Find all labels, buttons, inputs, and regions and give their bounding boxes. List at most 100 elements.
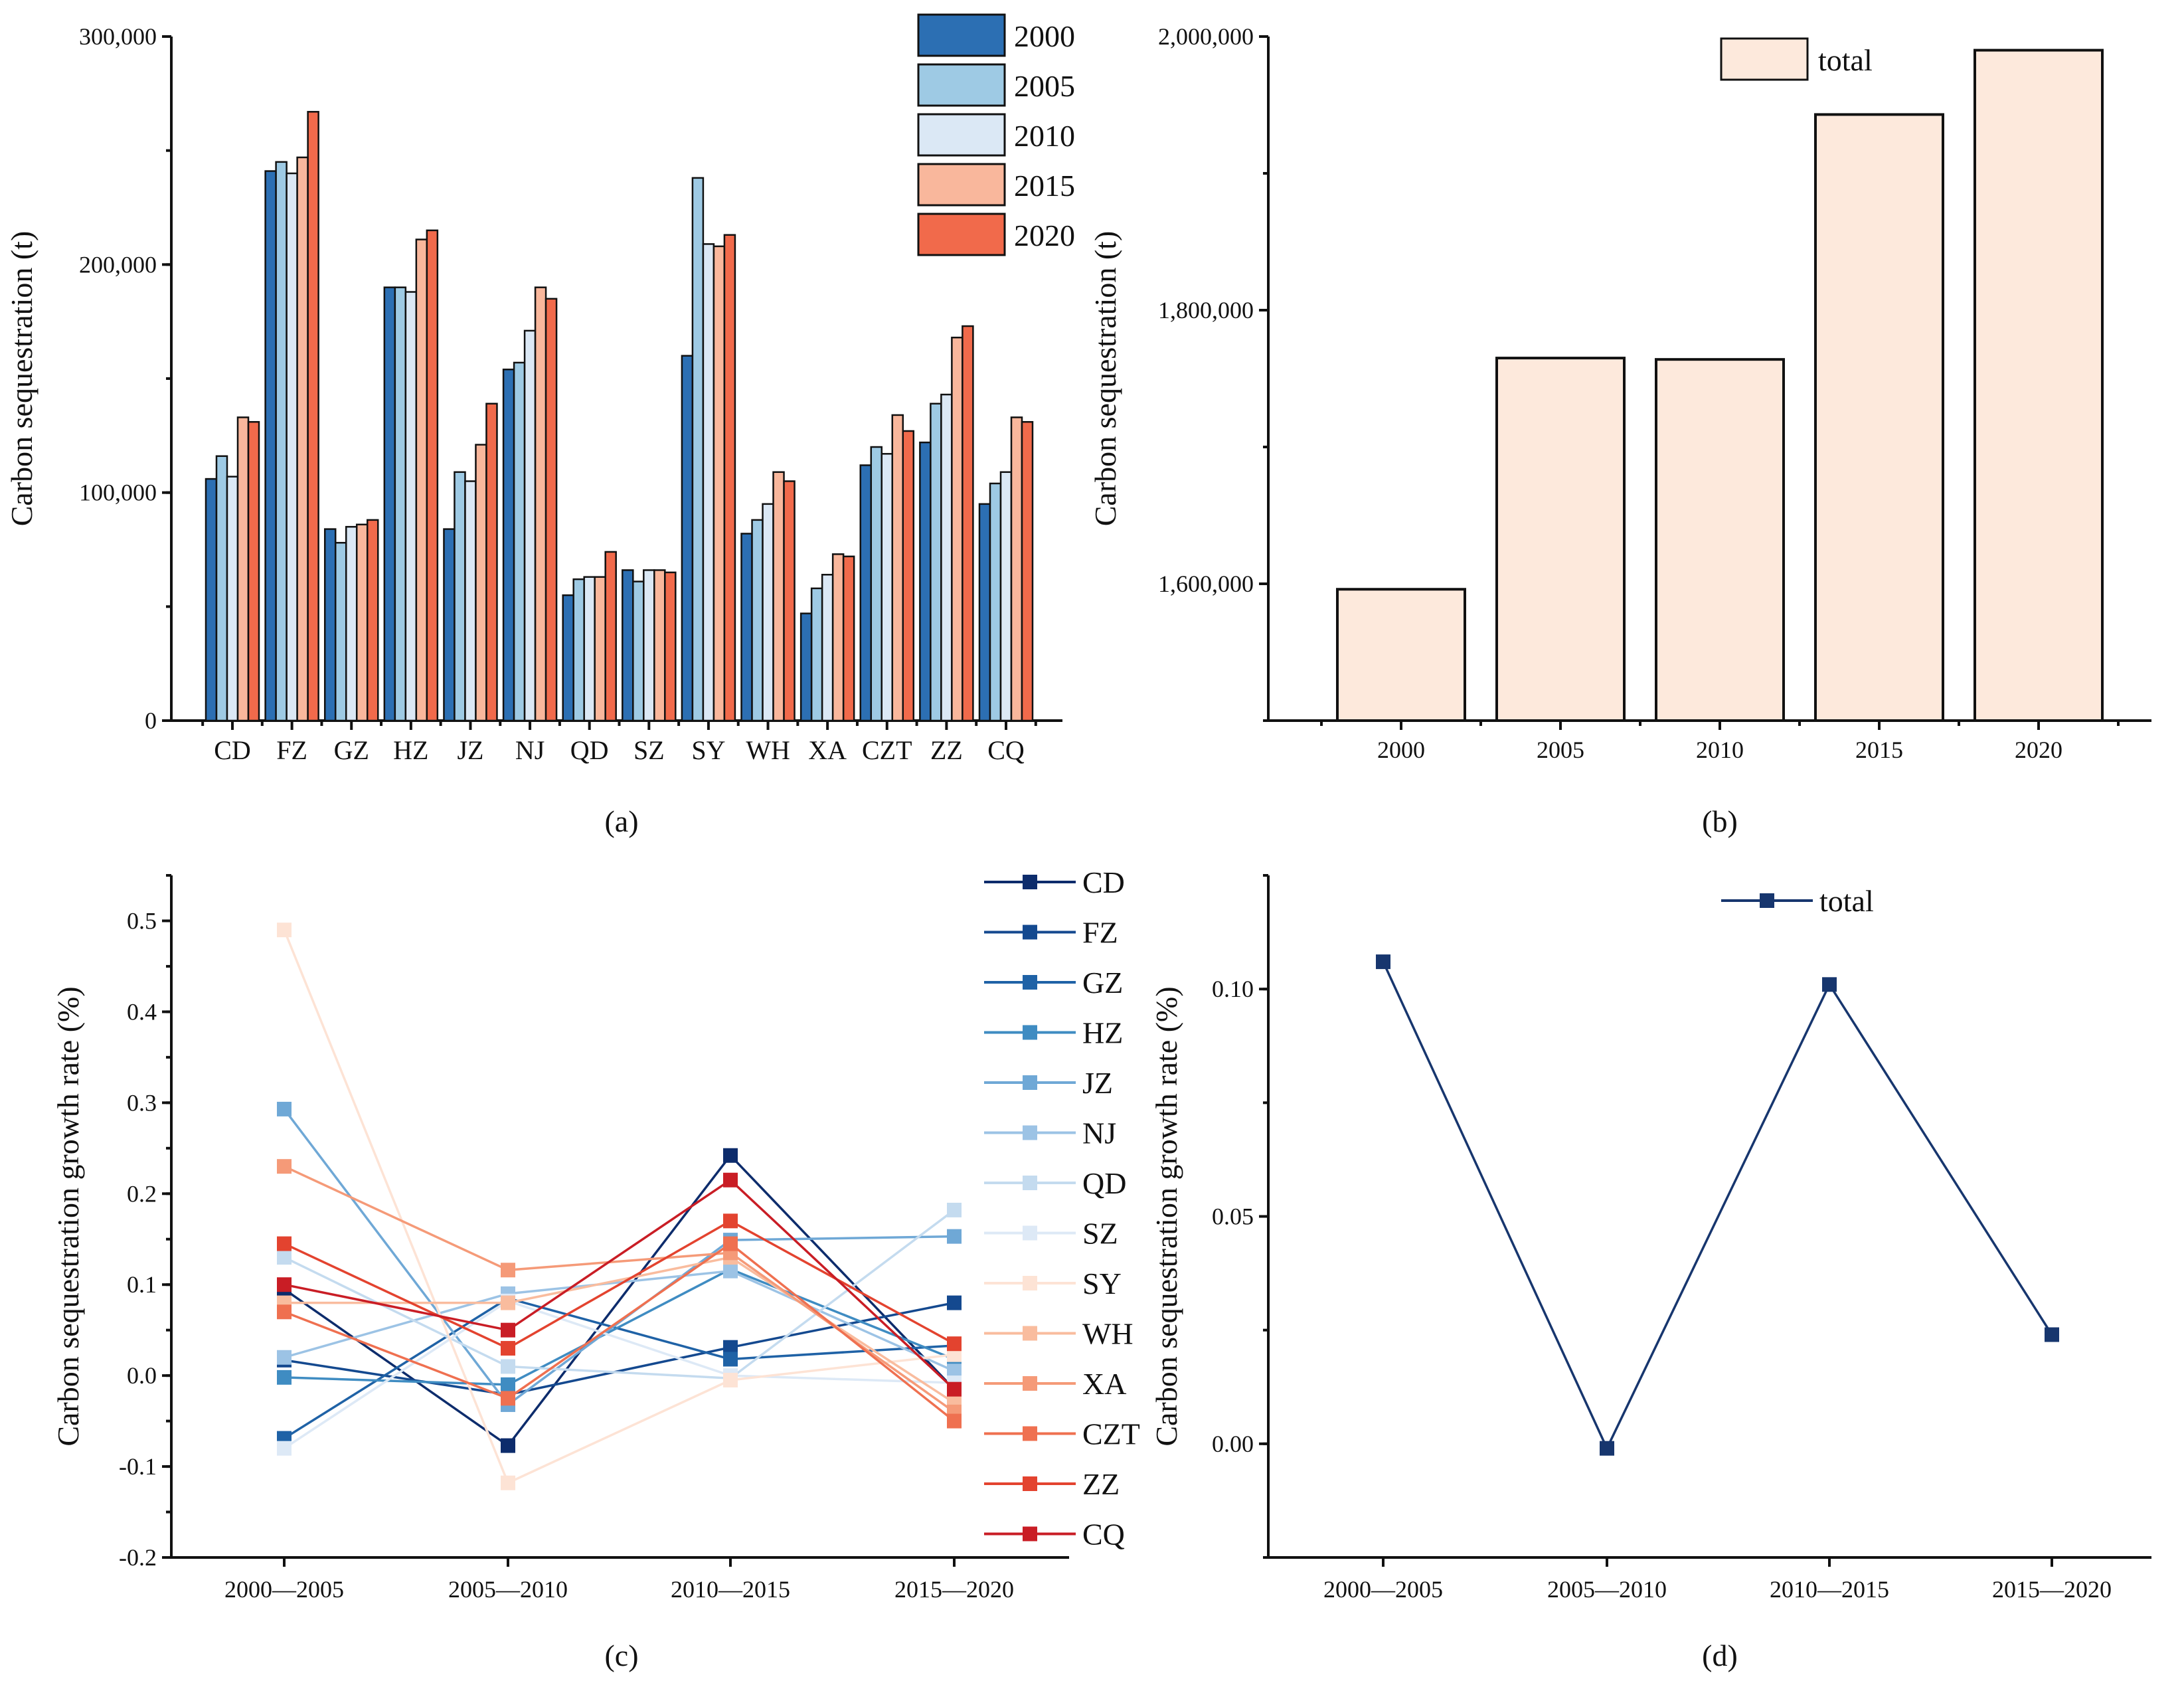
y-tick-label: 0.00 <box>1212 1431 1254 1457</box>
legend-swatch-total <box>1720 37 1809 81</box>
x-tick-label: FZ <box>276 735 307 765</box>
bar-CZT-2000 <box>859 464 873 722</box>
bar-SZ-2005 <box>632 580 645 722</box>
legend-label-HZ: HZ <box>1082 1016 1123 1050</box>
bar-CZT-2005 <box>870 446 883 722</box>
bar-JZ-2020 <box>485 402 498 722</box>
marker-GZ-2010—2015 <box>723 1352 738 1367</box>
panel-label-c: (c) <box>604 1638 638 1672</box>
line-ZZ <box>284 1219 955 1350</box>
marker-ZZ-2005—2010 <box>501 1341 515 1356</box>
x-tick-label: CZT <box>862 735 912 765</box>
y-tick-label: 100,000 <box>79 480 157 506</box>
marker-XA-2000—2005 <box>277 1159 292 1174</box>
marker-CZT-2000—2005 <box>277 1304 292 1320</box>
line-CQ <box>284 1178 956 1390</box>
bar-ZZ-2010 <box>940 393 953 722</box>
bar-XA-2015 <box>831 553 845 722</box>
y-axis-title: Carbon sequestration growth rate (%) <box>51 986 85 1446</box>
line-QD <box>284 1209 956 1380</box>
bar-FZ-2020 <box>307 111 319 722</box>
bar-SY-2020 <box>723 234 736 722</box>
y-tick-label: 0.10 <box>1212 976 1254 1002</box>
marker-JZ-2015—2020 <box>947 1229 962 1244</box>
bar-SY-2000 <box>681 355 694 722</box>
bar-CZT-2020 <box>902 430 915 722</box>
marker-XA-2005—2010 <box>501 1263 515 1278</box>
bar-CZT-2015 <box>891 414 904 722</box>
line-CZT <box>284 1242 956 1422</box>
bar-SY-2010 <box>702 243 715 722</box>
panel-label-d: (d) <box>1702 1638 1738 1672</box>
bar-GZ-2000 <box>323 528 337 722</box>
y-tick-label: 0.05 <box>1212 1203 1254 1230</box>
legend-swatch-2010 <box>917 113 1006 157</box>
y-axis-title: Carbon sequestration (t) <box>1088 231 1122 527</box>
panel-c: -0.2 -0.1 0.0 0.1 0.2 0.3 0.4 0.5 Carbon sequest… <box>51 865 1140 1603</box>
marker-JZ-2000—2005 <box>277 1101 292 1116</box>
x-tick-label: XA <box>808 735 847 765</box>
bar-CD-2015 <box>236 416 250 722</box>
marker-NJ-2010—2015 <box>723 1263 738 1279</box>
bar-QD-2000 <box>562 594 574 722</box>
bar-HZ-2000 <box>383 286 396 722</box>
legend-label-total: total <box>1819 884 1874 918</box>
legend-marker-GZ <box>1023 975 1037 990</box>
legend-label-2015: 2015 <box>1014 169 1075 203</box>
marker-total-2015—2020 <box>2045 1327 2059 1342</box>
x-tick-label: SY <box>691 735 725 765</box>
bar-JZ-2010 <box>464 480 477 722</box>
legend-label-total: total <box>1818 43 1873 77</box>
marker-QD-2015—2020 <box>947 1202 962 1217</box>
legend-label-2010: 2010 <box>1014 119 1075 153</box>
marker-CD-2010—2015 <box>723 1148 738 1163</box>
marker-ZZ-2000—2005 <box>277 1236 292 1251</box>
bar-XA-2005 <box>810 587 823 722</box>
legend-label-SZ: SZ <box>1082 1217 1118 1251</box>
bar-NJ-2020 <box>545 298 558 722</box>
bar-CQ-2000 <box>978 503 991 722</box>
panel-a: 0 100,000 200,000 300,000 Carbon sequestrati… <box>5 13 1075 765</box>
x-tick-label: JZ <box>457 735 483 765</box>
bar-ZZ-2020 <box>962 325 974 722</box>
line-HZ <box>284 1267 955 1386</box>
marker-ZZ-2015—2020 <box>947 1336 962 1352</box>
x-tick-label: HZ <box>393 735 428 765</box>
x-tick-label: GZ <box>334 735 369 765</box>
legend-marker-SZ <box>1023 1225 1037 1241</box>
y-tick-label: 200,000 <box>79 251 157 278</box>
marker-WH-2005—2010 <box>501 1295 515 1310</box>
legend-label-2020: 2020 <box>1014 219 1075 252</box>
bar-SY-2005 <box>691 177 705 722</box>
marker-CD-2005—2010 <box>501 1438 515 1453</box>
legend-label-CQ: CQ <box>1082 1518 1125 1551</box>
bar-NJ-2010 <box>523 329 537 722</box>
bar-JZ-2000 <box>443 528 456 722</box>
marker-NJ-2000—2005 <box>277 1350 292 1365</box>
bar-XA-2020 <box>842 555 855 722</box>
bar-HZ-2015 <box>415 238 428 722</box>
marker-SY-2000—2005 <box>277 923 292 938</box>
bar-CD-2010 <box>226 476 239 722</box>
bar-ZZ-2000 <box>919 441 932 722</box>
bar-NJ-2000 <box>502 369 515 722</box>
bar-FZ-2000 <box>264 170 277 722</box>
x-tick-label: 2005 <box>1537 737 1584 763</box>
marker-ZZ-2010—2015 <box>723 1213 738 1229</box>
marker-SZ-2000—2005 <box>277 1441 292 1456</box>
x-tick-label: CQ <box>987 735 1025 765</box>
legend-marker-QD <box>1023 1176 1037 1190</box>
y-tick-label: 0.3 <box>127 1089 157 1116</box>
marker-CZT-2010—2015 <box>723 1236 738 1251</box>
line-GZ <box>284 1296 955 1440</box>
bar-GZ-2005 <box>334 541 347 722</box>
x-tick-label: NJ <box>515 735 545 765</box>
bar-CQ-2010 <box>999 471 1013 722</box>
marker-FZ-2010—2015 <box>723 1340 738 1355</box>
bar-NJ-2005 <box>513 361 526 722</box>
line-CD <box>283 1154 956 1447</box>
bar-SZ-2020 <box>664 571 677 722</box>
y-tick-label: 1,600,000 <box>1158 571 1254 597</box>
marker-SY-2010—2015 <box>723 1372 738 1387</box>
